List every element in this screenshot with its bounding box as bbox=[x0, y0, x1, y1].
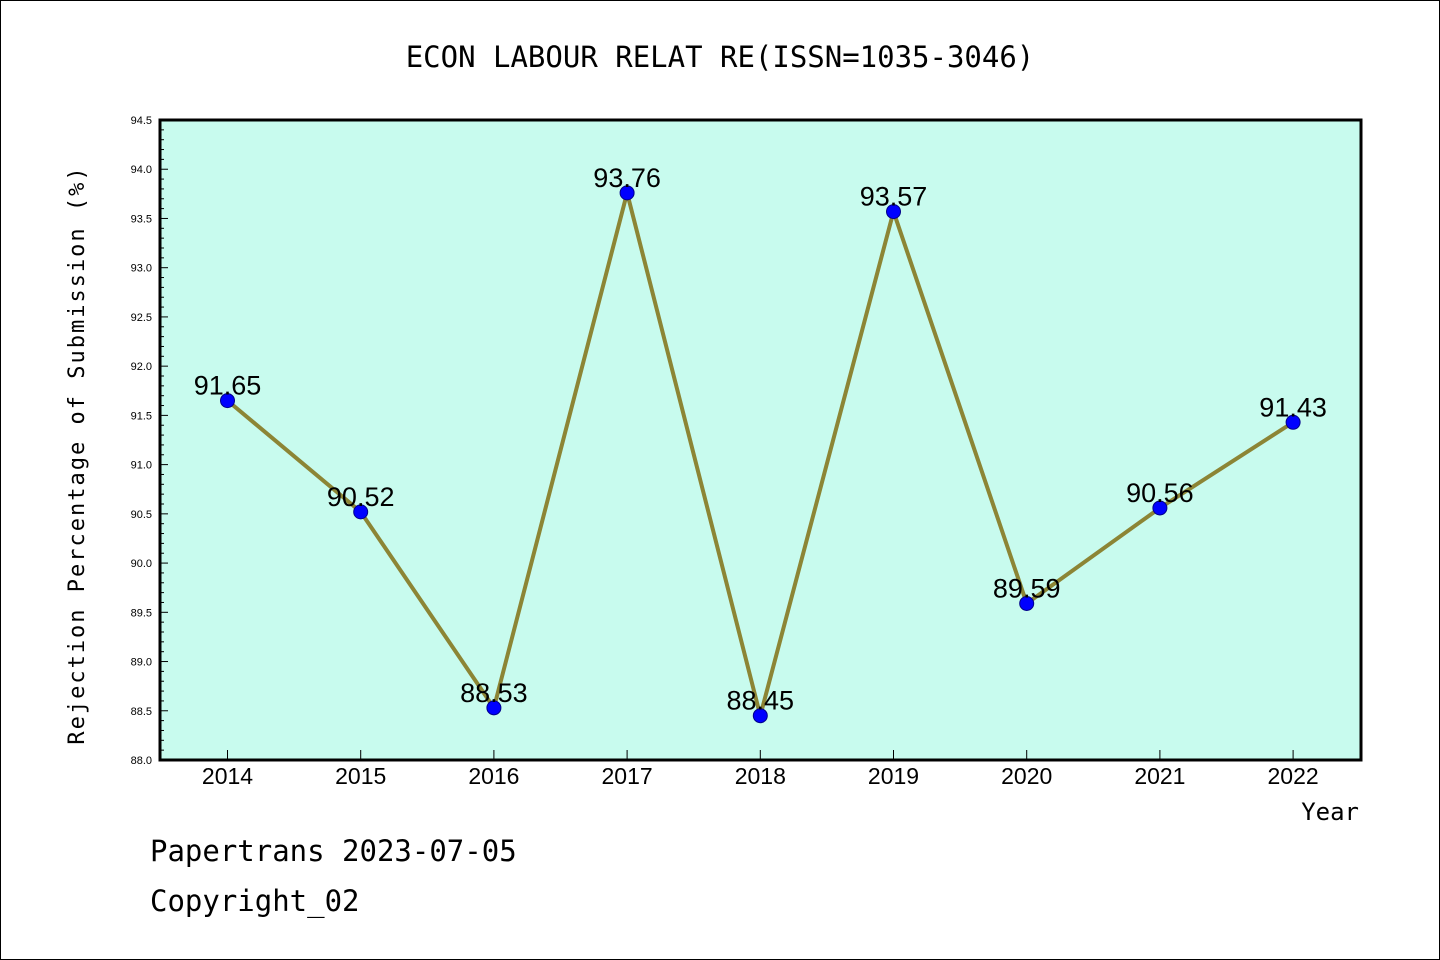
x-tick-label: 2022 bbox=[1268, 763, 1319, 789]
y-tick-label: 93.5 bbox=[131, 213, 152, 225]
y-tick-label: 88.0 bbox=[131, 755, 152, 767]
x-tick-label: 2014 bbox=[202, 763, 253, 789]
y-tick-label: 90.0 bbox=[131, 558, 152, 570]
data-point bbox=[752, 708, 768, 724]
y-tick-label: 89.5 bbox=[131, 607, 152, 619]
copyright-text: Copyright_02 bbox=[150, 884, 360, 918]
y-tick-label: 90.5 bbox=[131, 509, 152, 521]
data-point bbox=[220, 393, 235, 409]
data-label: 88.45 bbox=[727, 686, 795, 716]
data-label: 90.56 bbox=[1126, 478, 1194, 508]
y-tick-label: 92.0 bbox=[131, 361, 152, 373]
y-tick-label: 93.0 bbox=[131, 263, 152, 275]
y-tick-label: 91.5 bbox=[131, 410, 152, 422]
x-tick-label: 2015 bbox=[335, 763, 386, 789]
data-point bbox=[1285, 414, 1301, 430]
data-point bbox=[619, 185, 635, 201]
x-tick-label: 2021 bbox=[1134, 763, 1185, 789]
data-point bbox=[1152, 500, 1168, 516]
y-tick-label: 91.0 bbox=[131, 460, 152, 472]
source-date-text: Papertrans 2023-07-05 bbox=[150, 834, 517, 868]
x-tick-label: 2020 bbox=[1001, 763, 1052, 789]
y-tick-label: 94.5 bbox=[131, 115, 152, 127]
data-label: 91.43 bbox=[1259, 392, 1327, 422]
y-axis: 88.0 88.5 89.0 89.5 90.0 90.5 91.0 91.5 92.0 92.5… bbox=[131, 115, 168, 767]
x-tick-label: 2018 bbox=[735, 763, 786, 789]
data-label: 90.52 bbox=[327, 482, 395, 512]
x-axis: 2014 2015 2016 2017 2018 2019 2020 2021 2022 bbox=[202, 750, 1319, 789]
data-labels: 91.65 90.52 88.53 93.76 88.45 93.57 89.59 90.56… bbox=[194, 163, 1327, 716]
y-tick-label: 92.5 bbox=[131, 312, 152, 324]
series-rejection bbox=[220, 185, 1301, 724]
x-tick-label: 2016 bbox=[468, 763, 519, 789]
data-point bbox=[886, 204, 901, 220]
data-label: 93.57 bbox=[860, 182, 928, 212]
data-label: 89.59 bbox=[993, 573, 1061, 603]
chart-title: ECON LABOUR RELAT RE(ISSN=1035-3046) bbox=[406, 40, 1035, 74]
data-point bbox=[1019, 595, 1035, 611]
y-axis-label: Rejection Percentage of Submission (%) bbox=[65, 165, 90, 744]
plot-area bbox=[158, 118, 1363, 762]
x-tick-label: 2019 bbox=[868, 763, 919, 789]
data-label: 93.76 bbox=[593, 163, 661, 193]
data-point bbox=[486, 700, 502, 716]
y-tick-label: 94.0 bbox=[131, 164, 152, 176]
y-tick-label: 88.5 bbox=[131, 706, 152, 718]
x-axis-label: Year bbox=[1301, 798, 1359, 826]
data-point bbox=[353, 504, 369, 520]
x-tick-label: 2017 bbox=[602, 763, 653, 789]
data-label: 88.53 bbox=[460, 678, 528, 708]
data-label: 91.65 bbox=[194, 371, 262, 401]
y-tick-label: 89.0 bbox=[131, 657, 152, 669]
